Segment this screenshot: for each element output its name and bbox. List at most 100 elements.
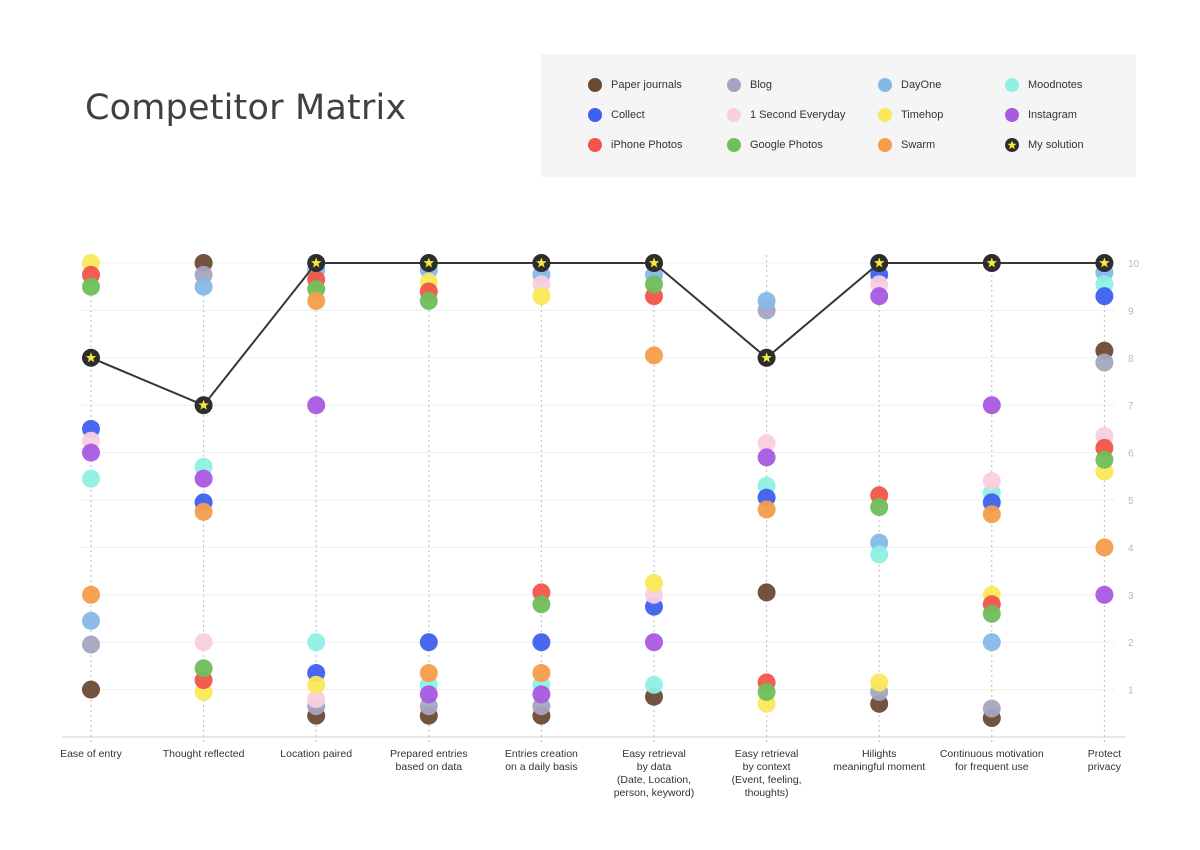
y-tick-label: 3 [1128, 591, 1134, 602]
legend-item: Moodnotes [1005, 78, 1082, 92]
category-label: Entries creation [505, 748, 578, 760]
page-title: Competitor Matrix [85, 88, 407, 128]
data-point-swarm [982, 505, 1001, 524]
legend-item: DayOne [878, 78, 941, 92]
data-point-dayone [82, 611, 100, 630]
legend-swatch [727, 108, 741, 122]
category-label: based on data [396, 761, 463, 773]
data-point-moodnotes [645, 675, 663, 694]
data-point-paper-journals [82, 680, 100, 699]
category-label: meaningful moment [833, 761, 925, 773]
legend-label: Timehop [901, 109, 944, 121]
star-icon [85, 352, 97, 363]
category-label: Hilights [862, 748, 896, 760]
data-point-google-photos [532, 595, 551, 614]
data-point-instagram [982, 396, 1001, 415]
category-label: Location paired [280, 748, 352, 760]
legend-swatch [727, 78, 741, 92]
data-point-1-second-everyday [307, 690, 326, 709]
star-icon [198, 399, 209, 410]
legend-swatch [588, 78, 602, 92]
legend-swatch [727, 138, 741, 152]
data-point-instagram [419, 685, 438, 704]
star-icon [423, 257, 435, 268]
data-point-collect [419, 633, 438, 652]
star-icon [1099, 257, 1110, 268]
y-tick-label: 9 [1128, 306, 1134, 317]
y-tick-label: 8 [1128, 354, 1134, 365]
data-point-instagram [870, 287, 889, 306]
data-point-swarm [1095, 538, 1114, 557]
data-point-collect [1095, 287, 1114, 306]
star-icon [648, 257, 660, 268]
data-point-timehop [307, 675, 326, 694]
legend-item: Instagram [1005, 108, 1077, 122]
data-point-swarm [645, 346, 663, 365]
data-point-dayone [757, 291, 776, 310]
legend-swatch [588, 138, 602, 152]
data-point-swarm [307, 291, 326, 310]
data-point-google-photos [82, 277, 100, 296]
data-point-blog [982, 699, 1001, 718]
data-point-1-second-everyday [982, 472, 1001, 491]
legend-label: My solution [1028, 139, 1084, 151]
category-label: thoughts) [745, 787, 789, 799]
category-label: by context [743, 761, 791, 773]
data-point-swarm [419, 664, 438, 683]
data-point-dayone [982, 633, 1001, 652]
data-point-google-photos [194, 659, 213, 678]
y-tick-label: 10 [1128, 259, 1140, 270]
data-point-paper-journals [757, 583, 776, 602]
data-point-instagram [82, 443, 100, 462]
legend-item: Google Photos [727, 138, 823, 152]
legend-item: iPhone Photos [588, 138, 683, 152]
legend-label: DayOne [901, 79, 942, 91]
data-point-1-second-everyday [194, 633, 213, 652]
legend-label: Google Photos [750, 139, 823, 151]
legend-item: Swarm [878, 138, 935, 152]
legend-swatch [1005, 78, 1019, 92]
legend-label: Collect [611, 109, 645, 121]
legend-label: 1 Second Everyday [750, 109, 846, 121]
data-point-blog [1095, 353, 1114, 372]
data-point-timehop [645, 573, 663, 592]
data-point-collect [532, 633, 551, 652]
data-point-instagram [1095, 585, 1114, 604]
legend-swatch [1005, 108, 1019, 122]
star-icon [1005, 138, 1019, 152]
legend-item: 1 Second Everyday [727, 108, 845, 122]
data-point-instagram [532, 685, 551, 704]
y-tick-label: 6 [1128, 449, 1134, 460]
legend-item: Collect [588, 108, 645, 122]
my-solution-line [90, 262, 1105, 407]
category-label: Continuous motivation [940, 748, 1044, 760]
data-point-swarm [194, 502, 213, 521]
data-point-moodnotes [307, 633, 326, 652]
data-point-timehop [532, 287, 551, 306]
category-label: on a daily basis [505, 761, 577, 773]
legend-label: Blog [750, 79, 773, 91]
y-tick-label: 1 [1128, 686, 1134, 697]
legend-label: Swarm [901, 139, 936, 151]
data-point-timehop [870, 673, 889, 692]
star-icon [536, 257, 547, 268]
data-point-swarm [757, 500, 776, 519]
data-point-google-photos [982, 604, 1001, 623]
legend-label: Paper journals [611, 79, 682, 91]
data-point-1-second-everyday [757, 434, 776, 453]
star-icon [986, 257, 998, 268]
data-point-google-photos [419, 291, 438, 310]
star-icon [310, 257, 322, 268]
category-label: person, keyword) [614, 787, 695, 799]
y-tick-label: 5 [1128, 496, 1134, 507]
legend-label: Moodnotes [1028, 79, 1083, 91]
data-point-google-photos [757, 682, 776, 701]
star-icon [761, 352, 772, 363]
category-label: privacy [1088, 761, 1122, 773]
legend-label: Instagram [1028, 109, 1077, 121]
category-label: Easy retrieval [622, 748, 686, 760]
data-point-moodnotes [82, 469, 100, 488]
category-label: Ease of entry [60, 748, 123, 760]
data-point-instagram [645, 633, 663, 652]
